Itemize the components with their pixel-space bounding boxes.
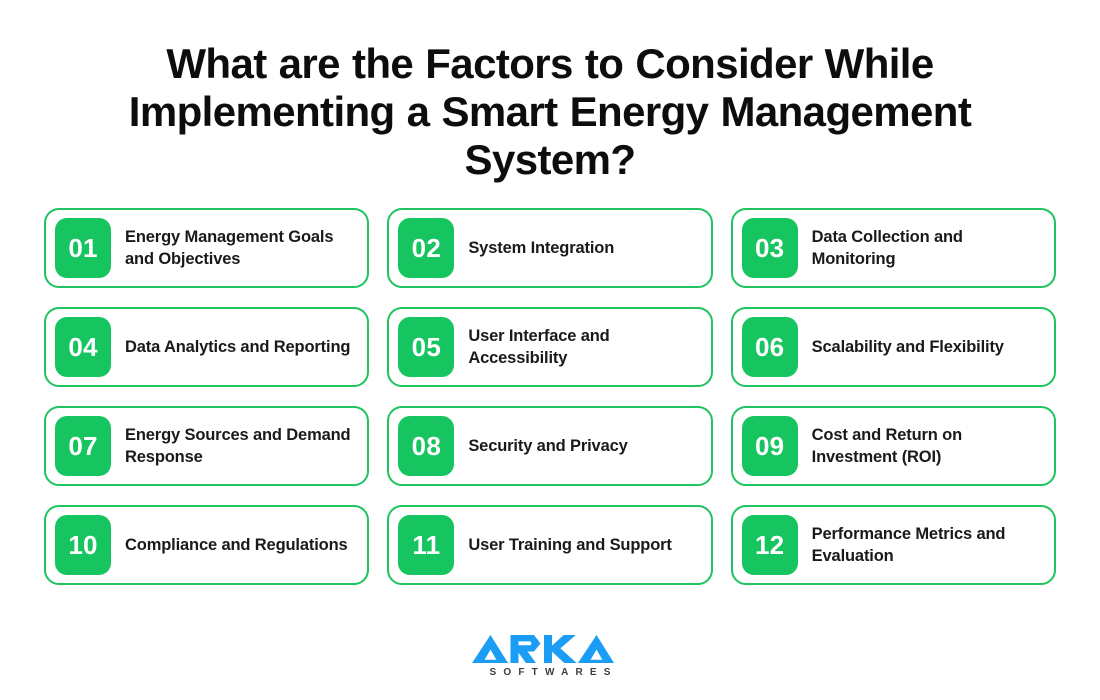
factor-card-06[interactable]: 06 Scalability and Flexibility: [730, 307, 1056, 387]
card-number-badge: 05: [398, 317, 455, 377]
factor-card-04[interactable]: 04 Data Analytics and Reporting: [44, 307, 370, 387]
card-number-badge: 09: [741, 416, 798, 476]
factor-card-11[interactable]: 11 User Training and Support: [387, 505, 713, 585]
factor-card-07[interactable]: 07 Energy Sources and Demand Response: [44, 406, 370, 486]
factor-card-05[interactable]: 05 User Interface and Accessibility: [387, 307, 713, 387]
card-number-badge: 07: [55, 416, 111, 476]
card-label: Energy Management Goals and Objectives: [125, 228, 334, 268]
factor-card-12[interactable]: 12 Performance Metrics and Evaluation: [730, 505, 1056, 585]
card-number-badge: 02: [398, 218, 455, 278]
card-number-badge: 12: [741, 515, 798, 575]
card-number-badge: 04: [55, 317, 111, 377]
arka-logo-icon: [472, 635, 614, 663]
factor-card-10[interactable]: 10 Compliance and Regulations: [44, 505, 370, 585]
card-number-badge: 11: [398, 515, 455, 575]
card-label: Data Analytics and Reporting: [125, 338, 351, 356]
factor-card-03[interactable]: 03 Data Collection and Monitoring: [730, 208, 1056, 288]
card-number-badge: 08: [398, 416, 455, 476]
card-label: Energy Sources and Demand Response: [125, 426, 351, 466]
arka-logo-subtitle: SOFTWARES: [489, 667, 618, 678]
card-label: Compliance and Regulations: [125, 536, 348, 554]
factor-card-01[interactable]: 01 Energy Management Goals and Objective…: [44, 208, 370, 288]
card-number-badge: 03: [741, 218, 798, 278]
card-label: Scalability and Flexibility: [811, 338, 1004, 356]
card-label: Cost and Return on Investment (ROI): [811, 426, 963, 466]
factor-card-09[interactable]: 09 Cost and Return on Investment (ROI): [730, 406, 1056, 486]
card-number-badge: 01: [55, 218, 111, 278]
card-label: User Interface and Accessibility: [468, 327, 610, 367]
card-label: User Training and Support: [468, 536, 672, 554]
factor-card-08[interactable]: 08 Security and Privacy: [387, 406, 713, 486]
card-label: Security and Privacy: [468, 437, 628, 455]
card-number-badge: 06: [741, 317, 798, 377]
card-label: System Integration: [468, 239, 615, 257]
factor-card-grid: 01 Energy Management Goals and Objective…: [44, 208, 1056, 585]
card-label: Performance Metrics and Evaluation: [811, 525, 1006, 565]
card-number-badge: 10: [55, 515, 111, 575]
factor-card-02[interactable]: 02 System Integration: [387, 208, 713, 288]
footer-branding: SOFTWARES: [0, 634, 1100, 678]
page-title: What are the Factors to Consider While I…: [128, 40, 972, 183]
title-block: What are the Factors to Consider While I…: [90, 40, 1010, 184]
card-label: Data Collection and Monitoring: [811, 228, 963, 268]
